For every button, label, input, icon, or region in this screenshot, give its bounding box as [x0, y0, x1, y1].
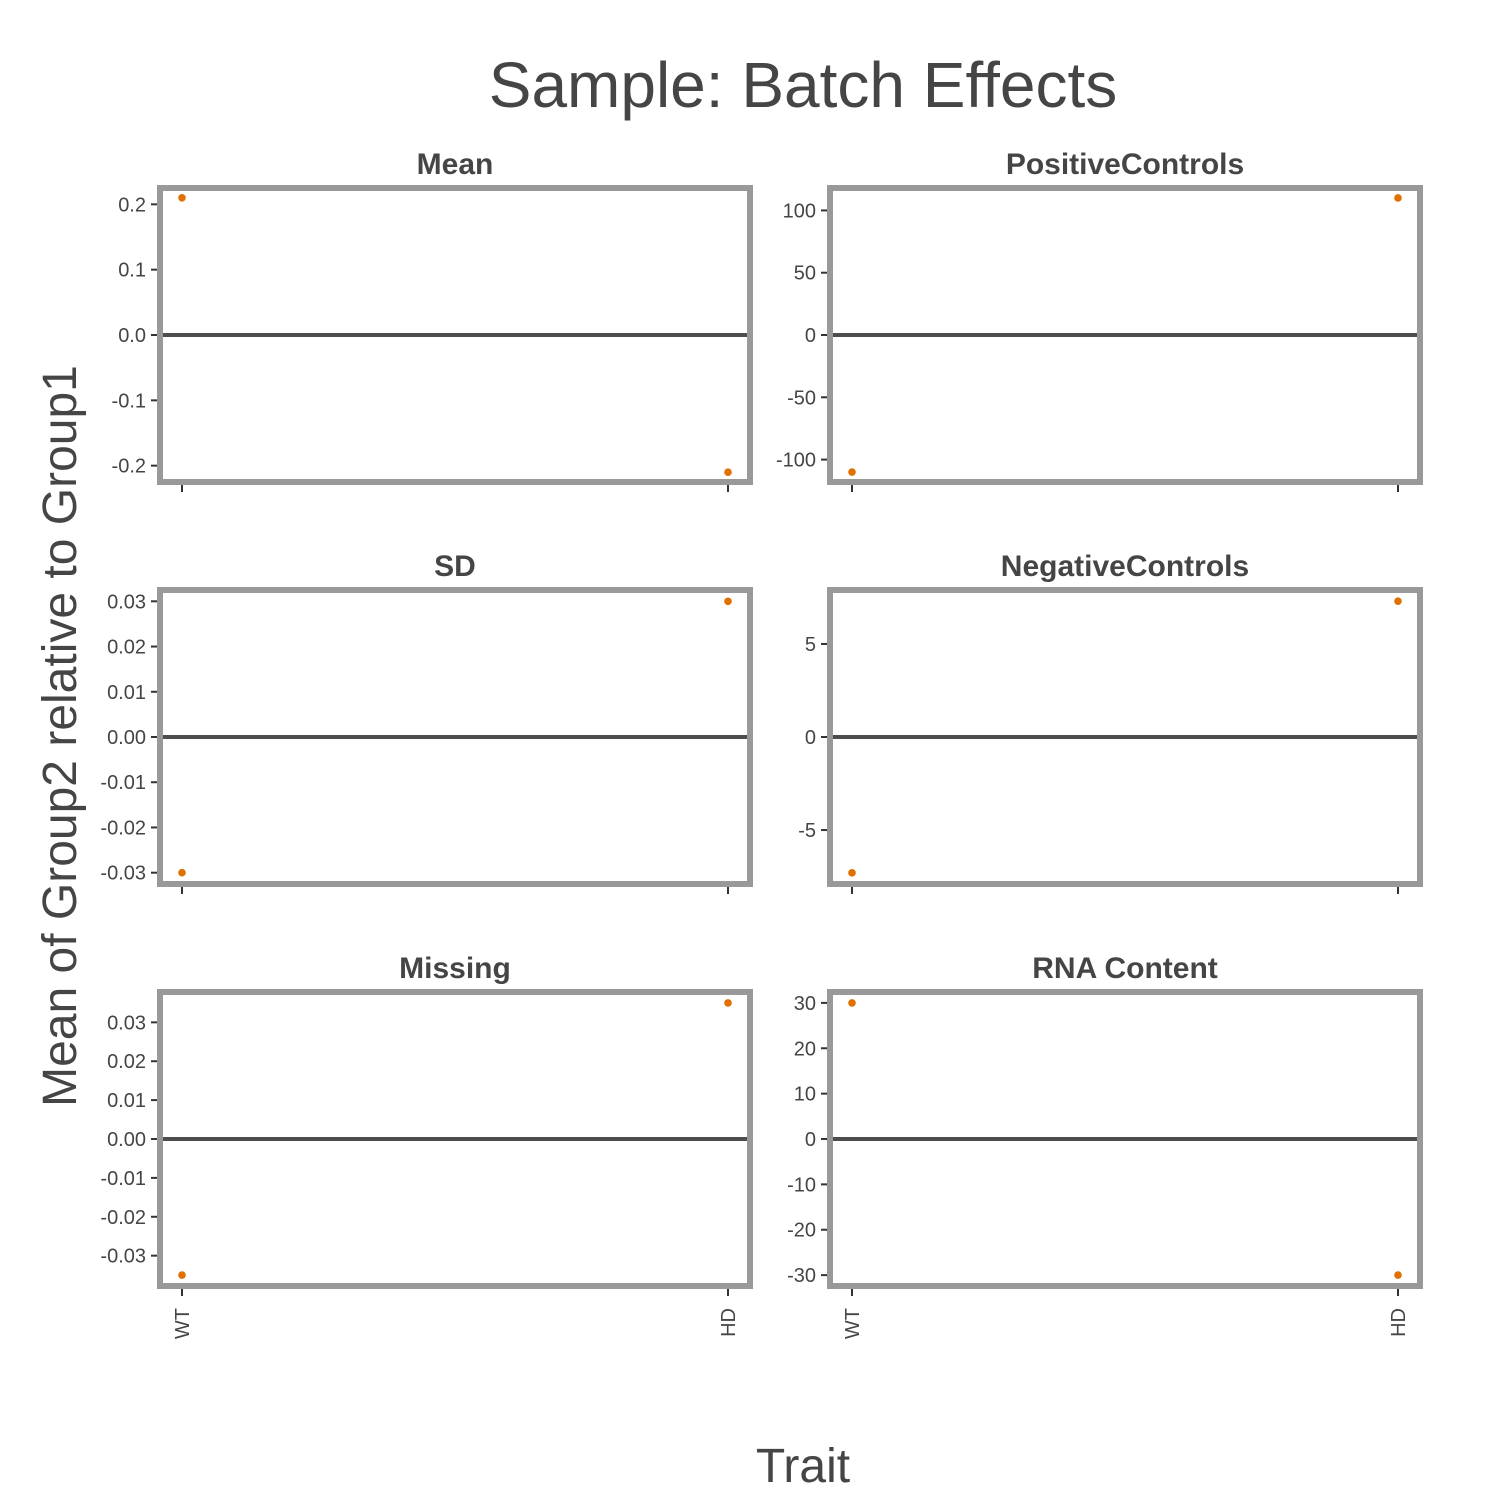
y-tick-label: 0.0: [118, 325, 146, 347]
facet-panels: Mean0.20.10.0-0.1-0.2PositiveControls100…: [100, 148, 1423, 1339]
panel-rna-content: RNA Content 30 20 10 0 -10 -20 -30 WT HD: [787, 952, 1423, 1339]
y-tick-label: -100: [776, 450, 816, 472]
y-tick-label: 0.02: [107, 637, 146, 659]
y-tick-label: 0.03: [107, 1012, 146, 1034]
y-tick-label: 0: [805, 727, 816, 749]
facet-title-missing: Missing: [399, 952, 511, 985]
y-tick-label: -30: [787, 1265, 816, 1287]
y-tick-label: 0.01: [107, 1090, 146, 1112]
x-tick-label: WT: [842, 1308, 864, 1339]
y-tick-label: 0.00: [107, 727, 146, 749]
y-tick-label: -0.01: [100, 772, 146, 794]
y-tick-label: -0.01: [100, 1168, 146, 1190]
y-tick-label: -0.2: [112, 456, 146, 478]
y-tick-label: 50: [794, 263, 816, 285]
facet-title-mean: Mean: [417, 148, 494, 181]
facet-title-positivecontrols: PositiveControls: [1006, 148, 1244, 181]
y-tick-label: 5: [805, 634, 816, 656]
data-point: [1394, 597, 1402, 605]
y-tick-label: -0.03: [100, 1246, 146, 1268]
x-axis-title: Trait: [756, 1440, 850, 1493]
y-tick-label: 0.03: [107, 591, 146, 613]
panel-sd: SD 0.03 0.02 0.01 0.00 -0.01 -0.02 -0.03: [100, 550, 753, 894]
facet-title-rna-content: RNA Content: [1032, 952, 1218, 985]
y-tick-label: -20: [787, 1220, 816, 1242]
y-tick-label: 30: [794, 993, 816, 1015]
y-tick-label: 100: [783, 200, 816, 222]
y-tick-label: 0.02: [107, 1051, 146, 1073]
x-tick-label: HD: [718, 1308, 740, 1337]
y-tick-label: -5: [798, 820, 816, 842]
data-point: [1394, 1271, 1402, 1279]
x-tick-label: HD: [1388, 1308, 1410, 1337]
panel-mean: Mean 0.2 0.1 0.0 -0.1 -0.2: [112, 148, 753, 492]
data-point: [178, 1271, 186, 1279]
data-point: [848, 468, 856, 476]
y-tick-label: -0.02: [100, 817, 146, 839]
data-point: [848, 869, 856, 877]
y-tick-label: -0.03: [100, 863, 146, 885]
y-tick-label: -50: [787, 387, 816, 409]
y-tick-label: 20: [794, 1038, 816, 1060]
y-tick-label: -0.1: [112, 390, 146, 412]
panel-negativecontrols: NegativeControls 5 0 -5: [798, 550, 1423, 894]
y-tick-label: 0.2: [118, 194, 146, 216]
y-tick-label: -0.02: [100, 1207, 146, 1229]
data-point: [724, 597, 732, 606]
chart-title: Sample: Batch Effects: [489, 49, 1117, 121]
y-tick-label: -10: [787, 1174, 816, 1196]
y-axis-title: Mean of Group2 relative to Group1: [34, 365, 87, 1107]
y-tick-label: 10: [794, 1084, 816, 1106]
data-point: [724, 468, 732, 477]
facet-title-sd: SD: [434, 550, 476, 583]
y-tick-label: 0.01: [107, 682, 146, 704]
facet-title-negativecontrols: NegativeControls: [1001, 550, 1249, 583]
data-point: [724, 999, 732, 1007]
data-point: [178, 194, 186, 202]
data-point: [848, 999, 856, 1007]
panel-positivecontrols: PositiveControls 100 50 0 -50 -100: [776, 148, 1423, 492]
panel-missing: Missing 0.03 0.02 0.01 0.00 -0.01 -0.02 -0.03 WT…: [100, 952, 753, 1339]
y-tick-label: 0.00: [107, 1129, 146, 1151]
y-tick-label: 0.1: [118, 260, 146, 282]
y-tick-label: 0: [805, 1129, 816, 1151]
y-tick-label: 0: [805, 325, 816, 347]
data-point: [178, 868, 186, 877]
data-point: [1394, 194, 1402, 202]
x-tick-label: WT: [172, 1308, 194, 1339]
